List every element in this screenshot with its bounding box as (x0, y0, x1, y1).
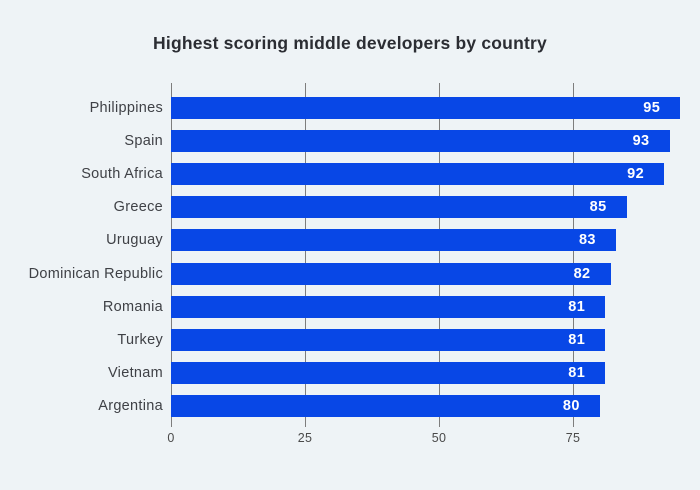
axis-tick-label: 75 (565, 431, 581, 445)
category-label: Vietnam (107, 365, 163, 382)
bar-value-label: 81 (568, 331, 586, 348)
category-label: Greece (113, 199, 163, 216)
bar: 85 (171, 196, 627, 219)
chart-title: Highest scoring middle developers by cou… (153, 33, 547, 53)
axis-tick-label: 25 (297, 431, 313, 445)
bar: 81 (171, 328, 606, 351)
bar-value-label: 81 (568, 298, 586, 315)
bar: 95 (171, 96, 681, 119)
axis-tick (305, 418, 306, 427)
category-label: South Africa (81, 165, 163, 182)
bar: 92 (171, 162, 665, 185)
category-label: Spain (124, 132, 163, 149)
bar: 80 (171, 395, 600, 418)
category-label: Argentina (98, 398, 163, 415)
bar-value-label: 93 (632, 132, 650, 149)
category-label: Uruguay (106, 232, 163, 249)
bar-value-label: 85 (589, 199, 607, 216)
bar-value-label: 83 (578, 232, 596, 249)
bar-value-label: 92 (627, 165, 645, 182)
category-label: Dominican Republic (28, 265, 163, 282)
bar: 82 (171, 262, 611, 285)
category-label: Turkey (117, 331, 163, 348)
category-label: Romania (102, 298, 163, 315)
axis-tick (171, 418, 172, 427)
bar: 83 (171, 229, 616, 252)
axis-tick (439, 418, 440, 427)
bar: 81 (171, 362, 606, 385)
axis-tick-label: 50 (431, 431, 447, 445)
bar-value-label: 80 (562, 398, 580, 415)
axis-tick-label: 0 (167, 431, 175, 445)
bar-value-label: 82 (573, 265, 591, 282)
bar: 81 (171, 295, 606, 318)
axis-tick (573, 418, 574, 427)
bar-value-label: 95 (643, 99, 661, 116)
category-label: Philippines (89, 99, 163, 116)
bar: 93 (171, 129, 670, 152)
bar-value-label: 81 (568, 365, 586, 382)
